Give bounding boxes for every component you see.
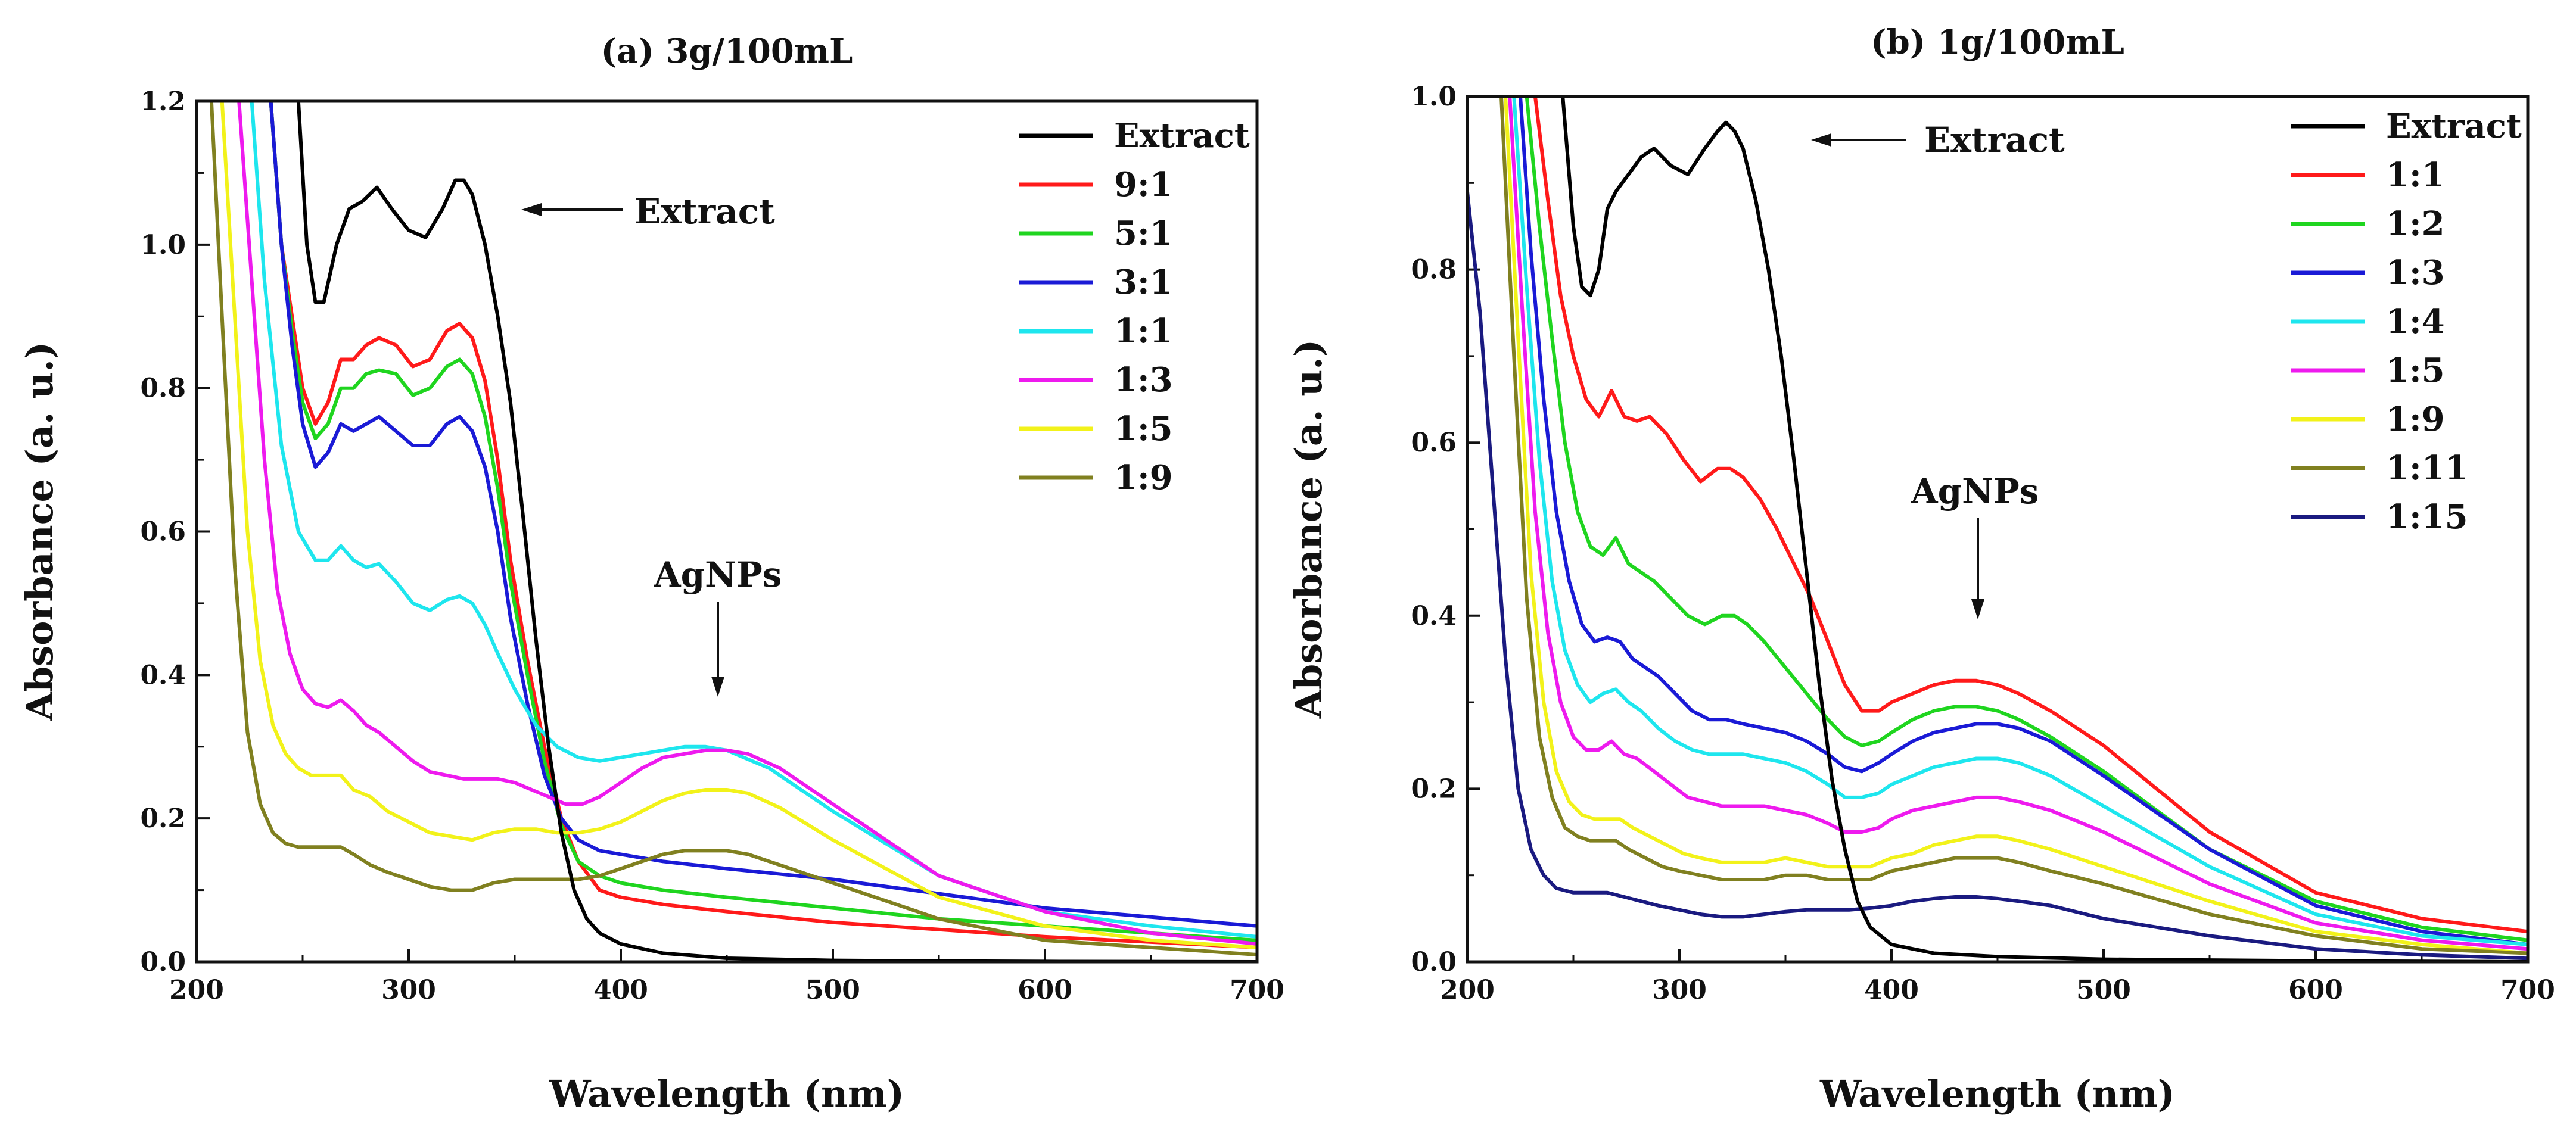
series-line-1-9 bbox=[209, 101, 1257, 956]
x-tick-label: 300 bbox=[1652, 975, 1707, 1005]
legend: Extract 1:1 1:2 1:3 1:4 1:5 1:9 1:11 1:15 bbox=[2291, 107, 2522, 537]
x-tick-label: 200 bbox=[1440, 975, 1495, 1005]
series-line-3-1 bbox=[269, 101, 1257, 928]
legend-label: 1:15 bbox=[2386, 497, 2468, 537]
series-line-1-3 bbox=[1519, 96, 2528, 946]
legend-label: 3:1 bbox=[1114, 263, 1173, 302]
axis-ticks: 200 300 400 500 600 700 0.0 0.2 0.4 0.6 0.8 1.0 1.2 bbox=[140, 86, 1284, 1005]
x-tick-label: 400 bbox=[593, 975, 648, 1005]
legend-label: 1:3 bbox=[2386, 253, 2445, 292]
legend-label: 1:1 bbox=[1114, 311, 1173, 351]
legend: Extract 9:1 5:1 3:1 1:1 1:3 1:5 1:9 bbox=[1019, 116, 1250, 497]
arrowhead-left-icon bbox=[1811, 133, 1831, 147]
series-line-1-15 bbox=[1467, 189, 2528, 961]
chart-title: (b) 1g/100mL bbox=[1871, 23, 2124, 62]
x-tick-label: 400 bbox=[1864, 975, 1919, 1005]
annotations: Extract AgNPs bbox=[1811, 120, 2065, 619]
legend-label: 1:3 bbox=[1114, 360, 1173, 400]
annotation-agnps: AgNPs bbox=[654, 554, 782, 595]
chart-title: (a) 3g/100mL bbox=[601, 32, 853, 71]
annotation-extract: Extract bbox=[634, 191, 775, 232]
series-line-1-9 bbox=[1504, 96, 2528, 955]
arrowhead-left-icon bbox=[521, 203, 542, 216]
y-axis-label: Absorbance (a. u.) bbox=[18, 342, 61, 721]
legend-label: 1:11 bbox=[2386, 448, 2468, 488]
y-tick-label: 0.6 bbox=[140, 517, 186, 547]
x-tick-label: 500 bbox=[805, 975, 860, 1005]
series-line-1-2 bbox=[1525, 96, 2528, 942]
x-tick-label: 300 bbox=[381, 975, 436, 1005]
series-line-1-5 bbox=[1508, 96, 2528, 951]
series-group bbox=[209, 101, 1257, 962]
legend-label: Extract bbox=[2386, 107, 2522, 146]
plot-frame bbox=[1466, 95, 2530, 964]
y-axis-label: Absorbance (a. u.) bbox=[1287, 339, 1330, 719]
y-tick-label: 0.8 bbox=[1411, 255, 1457, 285]
axis-ticks: 200 300 400 500 600 700 0.0 0.2 0.4 0.6 0.8 1.0 bbox=[1411, 82, 2555, 1005]
x-tick-label: 700 bbox=[1230, 975, 1284, 1005]
y-tick-label: 0.6 bbox=[1411, 428, 1457, 458]
y-tick-label: 0.2 bbox=[1411, 774, 1457, 804]
annotation-extract: Extract bbox=[1924, 120, 2065, 160]
series-line-1-11 bbox=[1499, 96, 2528, 955]
legend-label: 1:5 bbox=[1114, 409, 1173, 448]
series-group bbox=[1467, 96, 2528, 962]
legend-label: 1:9 bbox=[1114, 458, 1173, 497]
series-line-extract bbox=[296, 101, 1257, 962]
legend-label: 1:4 bbox=[2386, 302, 2445, 341]
x-tick-label: 500 bbox=[2076, 975, 2131, 1005]
legend-label: Extract bbox=[1114, 116, 1250, 155]
y-tick-label: 0.0 bbox=[1411, 947, 1457, 977]
y-tick-label: 0.2 bbox=[140, 803, 186, 834]
y-tick-label: 0.4 bbox=[140, 660, 186, 690]
x-axis-label: Wavelength (nm) bbox=[1819, 1072, 2175, 1115]
arrowhead-down-icon bbox=[711, 677, 724, 697]
y-tick-label: 0.8 bbox=[140, 373, 186, 404]
panel-b: (b) 1g/100mL Absorbance (a. u.) Waveleng… bbox=[1287, 23, 2555, 1115]
y-tick-label: 0.0 bbox=[140, 947, 186, 977]
annotations: Extract AgNPs bbox=[521, 191, 782, 697]
y-tick-label: 1.2 bbox=[140, 86, 186, 117]
series-line-9-1 bbox=[269, 101, 1257, 949]
series-line-1-3 bbox=[237, 101, 1257, 946]
x-tick-label: 700 bbox=[2500, 975, 2555, 1005]
annotation-agnps: AgNPs bbox=[1911, 471, 2039, 512]
series-line-5-1 bbox=[269, 101, 1257, 942]
x-tick-label: 600 bbox=[1018, 975, 1072, 1005]
legend-label: 9:1 bbox=[1114, 165, 1173, 204]
arrowhead-down-icon bbox=[1971, 599, 1984, 619]
panel-a: (a) 3g/100mL Absorbance (a. u.) Waveleng… bbox=[18, 32, 1284, 1115]
y-tick-label: 1.0 bbox=[1411, 82, 1457, 112]
series-line-1-4 bbox=[1512, 96, 2528, 946]
y-tick-label: 0.4 bbox=[1411, 601, 1457, 631]
legend-label: 1:2 bbox=[2386, 204, 2445, 244]
x-tick-label: 200 bbox=[169, 975, 224, 1005]
series-line-1-1 bbox=[250, 101, 1257, 939]
series-line-1-1 bbox=[1533, 96, 2528, 934]
legend-label: 5:1 bbox=[1114, 214, 1173, 253]
legend-label: 1:5 bbox=[2386, 351, 2445, 390]
legend-label: 1:9 bbox=[2386, 400, 2445, 439]
plot-frame bbox=[195, 99, 1259, 964]
series-line-extract bbox=[1561, 96, 2528, 962]
x-axis-label: Wavelength (nm) bbox=[549, 1072, 904, 1115]
x-tick-label: 600 bbox=[2288, 975, 2343, 1005]
legend-label: 1:1 bbox=[2386, 155, 2445, 195]
series-line-1-5 bbox=[220, 101, 1257, 949]
y-tick-label: 1.0 bbox=[140, 230, 186, 260]
